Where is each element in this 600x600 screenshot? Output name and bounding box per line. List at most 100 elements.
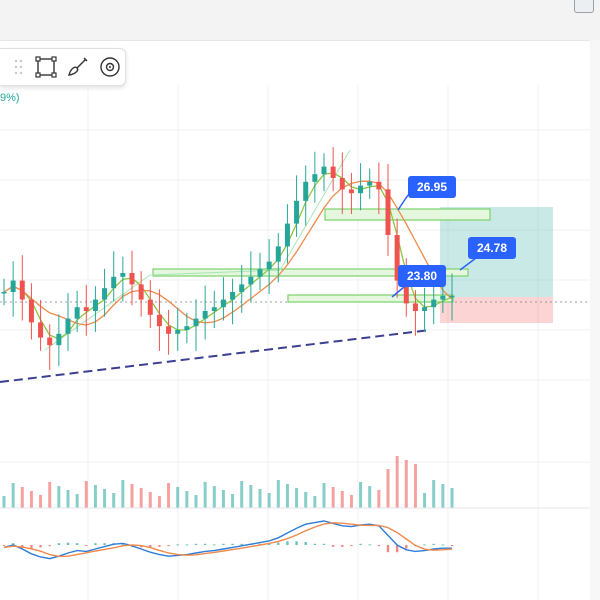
macd-bar [386,545,390,553]
candle-body [92,299,98,311]
volume-bar [359,482,363,508]
candle-body [202,311,208,319]
macd-bar [267,543,271,545]
macd-bar [304,542,307,545]
moving-average-slow [3,180,453,326]
brush-icon[interactable] [66,55,90,79]
candle-body [74,307,80,319]
candle-body [1,292,7,294]
volume-bar [450,488,454,508]
drag-handle-icon[interactable] [14,58,24,76]
candle-body [449,295,455,298]
macd-bar [286,541,289,545]
candle-body [330,166,336,178]
candle-body [120,273,126,277]
volume-bar [322,483,326,508]
volume-bar [185,491,189,508]
resistance-box-upper [324,208,491,221]
volume-bar [285,484,289,508]
macd-bar [11,543,15,545]
macd-bar [194,543,198,545]
volume-bar [231,494,235,508]
volume-bar [84,481,88,508]
macd-bar [2,545,6,546]
candle-body [257,269,263,277]
volume-bar [121,480,125,508]
macd-bar [203,543,207,545]
candle-body [239,284,245,292]
loss-zone [440,297,553,323]
volume-bar [194,495,198,508]
candle-body [230,292,236,300]
price-scale[interactable] [590,40,600,600]
moving-average-fast [3,172,453,340]
macd-bar [222,543,225,545]
candle-body [156,314,162,327]
volume-bar [276,480,280,508]
target-icon[interactable] [98,55,122,79]
macd-bar [240,543,243,545]
macd-bar [94,543,97,545]
volume-bar [295,488,299,508]
macd-bar [48,545,51,547]
volume-bar [11,483,15,508]
macd-bar [313,543,317,545]
candle-body [412,303,418,311]
macd-bar [395,545,399,553]
candles [1,147,455,370]
macd-bar [432,543,435,545]
volume-bar [432,480,436,508]
macd-bar [450,545,454,546]
candle-body [111,276,117,289]
candle-body [193,318,199,327]
candle-body [358,185,364,194]
macd-bar [112,543,115,545]
macd-bar [350,545,353,546]
candle-body [266,261,272,270]
candle-body [184,326,190,330]
volume-bars [2,456,454,508]
candle-body [19,280,25,300]
volume-bar [57,486,61,508]
volume-bar [167,483,171,508]
volume-bar [423,493,427,508]
macd-bar [331,545,335,547]
volume-bar [203,482,207,508]
price-label-23-80[interactable]: 23.80 [398,265,447,287]
macd-bar [30,545,33,549]
volume-bar [258,489,262,508]
volume-bar [240,481,244,508]
macd-bar [176,544,179,546]
candle-body [10,280,16,292]
candle-body [440,295,446,300]
macd-bar [231,543,234,545]
macd-bar [121,544,125,546]
macd-bar [167,545,170,547]
volume-bar [29,491,33,508]
volume-bar [386,469,390,508]
panel-icon[interactable] [574,0,594,13]
candle-body [38,322,44,338]
candle-body [211,307,217,311]
select-rectangle-icon[interactable] [34,55,58,79]
candle-body [28,299,34,323]
candle-body [284,223,290,247]
volume-bar [368,486,372,508]
volume-bar [349,495,353,508]
volume-bar [176,487,180,508]
volume-bar [112,493,116,508]
macd-bar [405,545,408,549]
macd-bar [258,543,262,545]
macd-bar [66,542,70,545]
price-label-24-78[interactable]: 24.78 [468,237,517,259]
candle-body [294,200,300,224]
candle-body [248,276,254,285]
macd-bar [359,543,362,545]
macd-histogram [2,541,454,553]
volume-bar [313,496,317,508]
candle-body [275,246,281,262]
candle-body [385,189,391,235]
price-label-26-95[interactable]: 26.95 [408,176,457,198]
